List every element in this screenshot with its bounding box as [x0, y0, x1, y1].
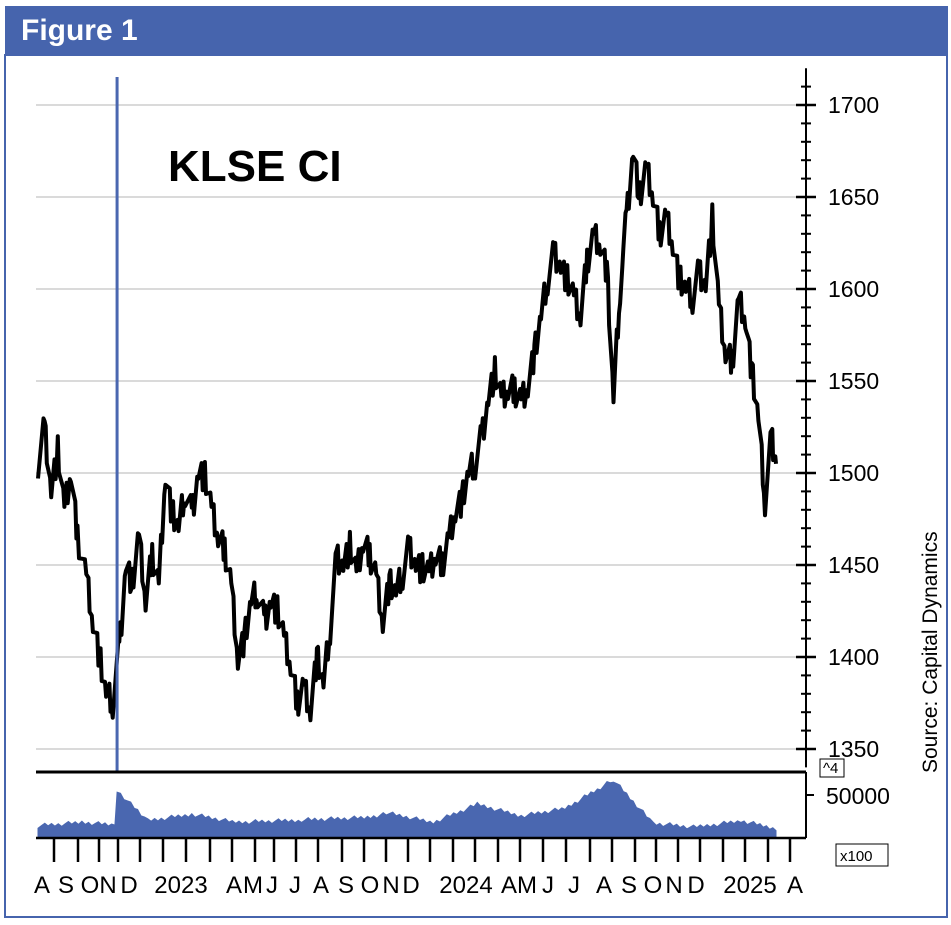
price-tick-label: 1350 [828, 736, 879, 762]
time-label: J [568, 872, 580, 899]
time-label: J [542, 872, 554, 899]
volume-series [37, 781, 777, 839]
price-tick-label: 1700 [828, 92, 879, 118]
price-tick-label: 1450 [828, 552, 879, 578]
price-tick-label: 1650 [828, 184, 879, 210]
price-tick-label: 1500 [828, 460, 879, 486]
price-axis: 1350 1400 1450 1500 1550 1600 1650 1700 [796, 68, 879, 768]
time-label: O [644, 872, 663, 899]
chart-title: KLSE CI [168, 142, 342, 191]
time-label: J [289, 872, 301, 899]
price-tick-label: 1600 [828, 276, 879, 302]
price-series [36, 77, 778, 772]
time-label: N [382, 872, 399, 899]
price-line [36, 154, 778, 723]
figure-title: Figure 1 [21, 14, 138, 47]
time-label: O [81, 872, 100, 899]
time-label: O [361, 872, 380, 899]
time-label: M [243, 872, 263, 899]
time-label: D [402, 872, 419, 899]
time-label: A [787, 872, 803, 899]
time-label: D [687, 872, 704, 899]
volume-multiplier-box [819, 758, 845, 778]
time-label: S [338, 872, 354, 899]
time-label: 2024 [439, 872, 492, 899]
price-tick-label: 1550 [828, 368, 879, 394]
source-label: Source: Capital Dynamics [919, 531, 942, 773]
time-label: 2025 [723, 872, 776, 899]
volume-area [37, 781, 777, 839]
time-label: A [34, 872, 50, 899]
time-label: M [517, 872, 537, 899]
time-label: N [99, 872, 116, 899]
grid-layer [36, 104, 806, 750]
price-tick-label: 1400 [828, 644, 879, 670]
volume-tick-label: 50000 [826, 783, 890, 809]
figure-header: Figure 1 [5, 6, 948, 55]
time-label: N [665, 872, 682, 899]
time-label: 2023 [154, 872, 207, 899]
time-label: A [501, 872, 517, 899]
time-label: A [226, 872, 242, 899]
time-label: J [266, 872, 278, 899]
volume-multiplier-label: ^4 [823, 760, 838, 777]
time-axis: A S O N D 2023 A M J J A S O N D 2024 A M J J A S O N D 2025 A [34, 838, 803, 899]
time-label: A [313, 872, 329, 899]
volume-unit-label: x100 [840, 848, 873, 865]
volume-unit-box [835, 843, 889, 867]
chart-border [4, 54, 948, 918]
time-label: S [58, 872, 74, 899]
time-label: A [596, 872, 612, 899]
time-label: D [120, 872, 137, 899]
time-label: S [621, 872, 637, 899]
